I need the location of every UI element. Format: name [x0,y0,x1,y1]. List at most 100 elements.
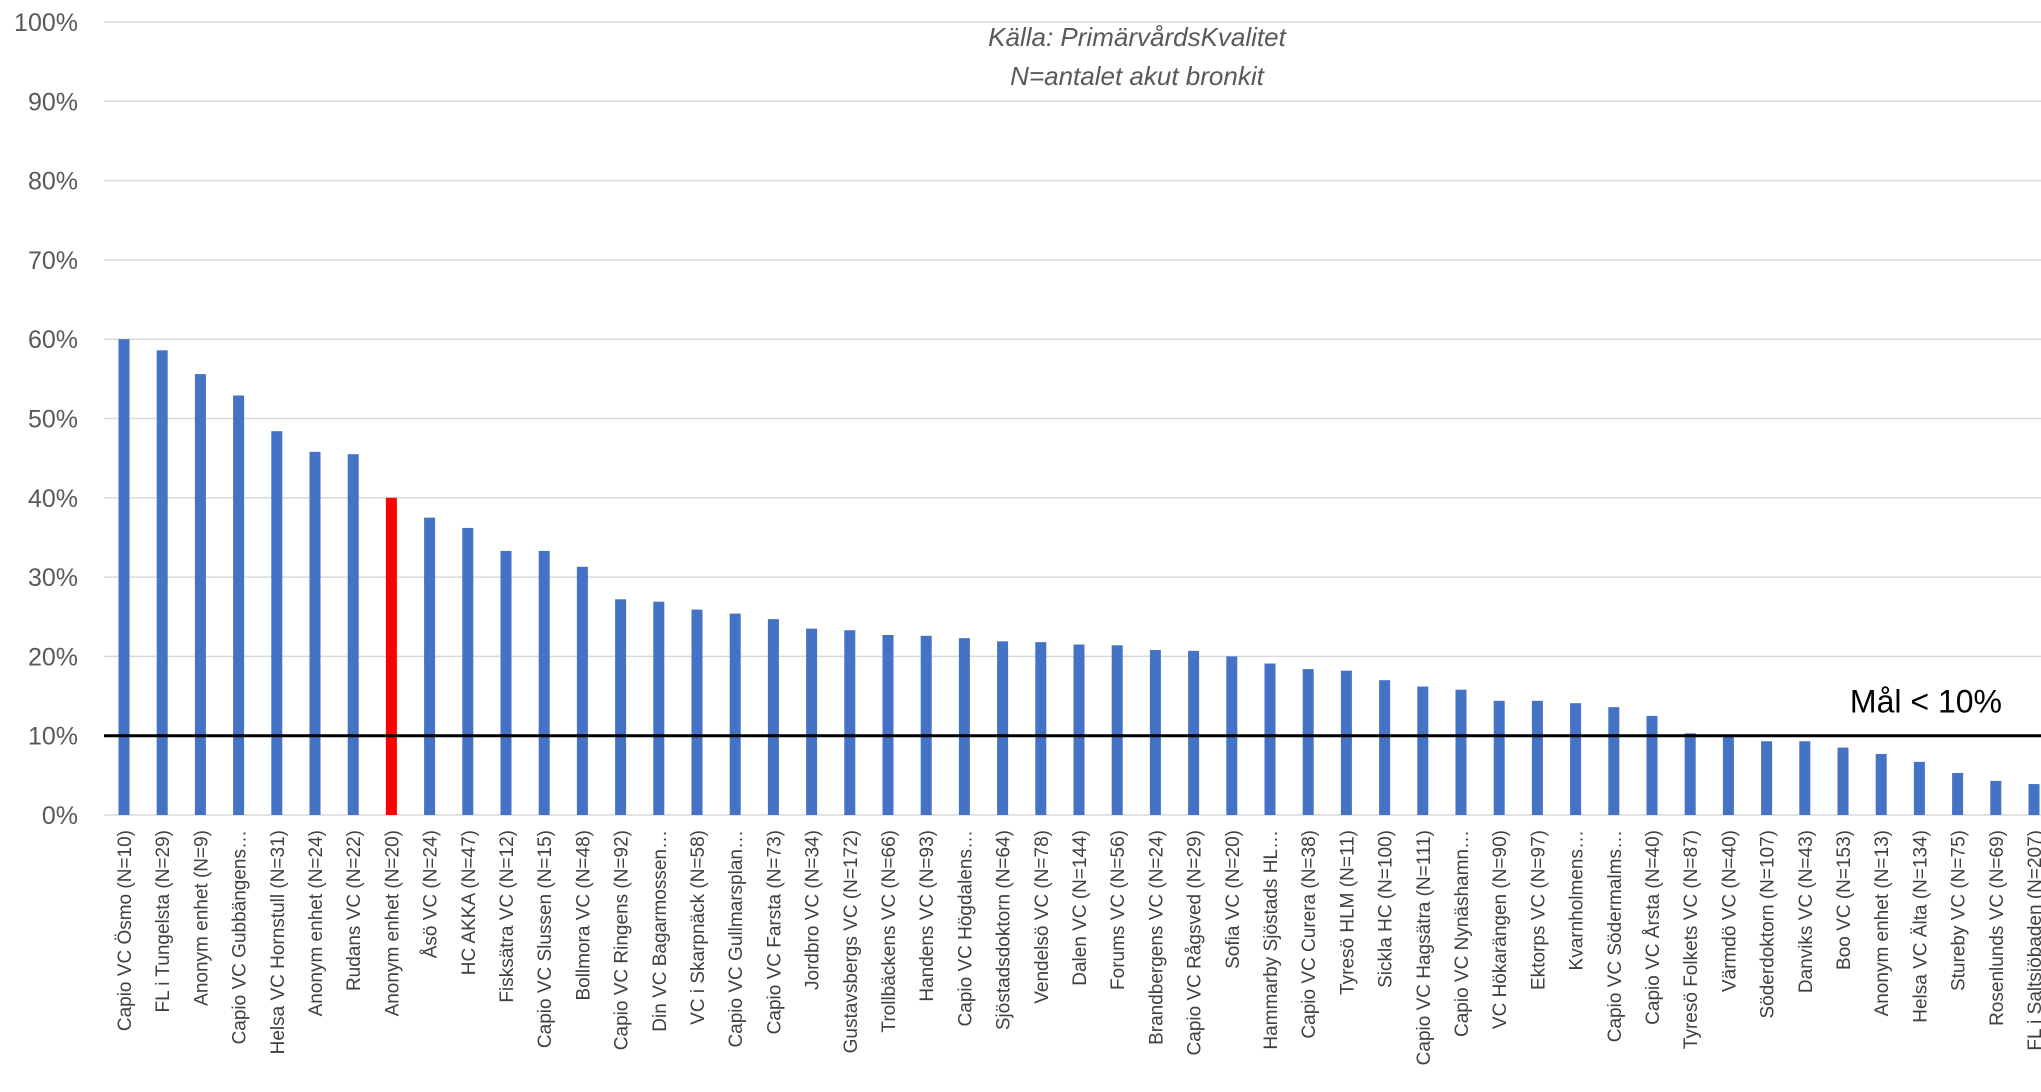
x-tick-label: Brandbergens VC (N=24) [1146,830,1167,1045]
x-tick-label: Anonym enhet (N=13) [1872,830,1893,1016]
x-tick-label: Danviks VC (N=43) [1796,830,1817,993]
y-tick-label: 80% [28,168,78,196]
y-tick-label: 30% [28,564,78,592]
y-tick-label: 20% [28,643,78,671]
bar [1111,645,1123,815]
x-tick-label: Anonym enhet (N=24) [306,830,327,1016]
x-tick-label: Tyresö HLM (N=11) [1337,830,1358,995]
bar [271,431,283,815]
x-tick-label: Rosenlunds VC (N=69) [1987,830,2008,1026]
bar [156,350,168,815]
x-tick-label: Fisksätra VC (N=12) [497,830,518,1003]
x-tick-label: Anonym enhet (N=20) [382,830,403,1016]
bar [424,517,436,815]
bar [1264,663,1276,815]
bar [1875,753,1887,815]
chart-title: 2020 [1086,0,1188,8]
x-tick-label: Stureby VC (N=75) [1949,830,1970,991]
bar [882,634,894,815]
bar [1417,686,1429,815]
x-tick-label: Capio VC Ringens (N=92) [612,830,633,1050]
bar [1302,669,1314,815]
x-tick-label: Söderdoktorn (N=107) [1758,830,1779,1019]
bar [1913,761,1925,815]
bar [1073,644,1085,815]
bar [615,599,627,815]
bar [958,638,970,815]
bar [233,395,245,815]
bar [1646,715,1658,815]
bar [118,339,130,815]
bar [194,374,206,815]
x-tick-label: Capio VC Årsta (N=40) [1643,830,1664,1025]
x-tick-label: Anonym enhet (N=9) [191,830,212,1006]
bar [767,619,779,815]
x-tick-label: Hammarby Sjöstads HL… [1261,830,1282,1050]
bar [347,454,359,815]
x-tick-label: Jordbro VC (N=34) [803,830,824,990]
x-tick-label: Capio VC Nynäshamn… [1452,830,1473,1037]
bar [1188,650,1200,815]
bar [653,601,665,815]
x-tick-label: Tyresö Folkets VC (N=87) [1681,830,1702,1049]
bar [1379,680,1391,815]
x-tick-label: Capio VC Gullmarsplan… [726,830,747,1048]
x-tick-label: Åsö VC (N=24) [421,830,442,958]
bar [1149,650,1161,815]
bar [1761,741,1773,815]
bar [1722,735,1734,815]
bar [538,550,550,815]
bar [1952,772,1964,815]
x-tick-label: Kvarnholmens… [1567,830,1588,970]
x-tick-label: VC Hökarängen (N=90) [1490,830,1511,1029]
y-tick-label: 10% [28,723,78,751]
x-tick-label: Bollmora VC (N=48) [573,830,594,1001]
bar [385,497,397,815]
bar [1684,733,1696,815]
x-tick-label: Dalen VC (N=144) [1070,830,1091,986]
bar [1035,642,1047,815]
x-tick-label: Sickla HC (N=100) [1376,830,1397,988]
bar [844,630,856,815]
x-tick-label: HC AKKA (N=47) [459,830,480,975]
bar [462,527,474,815]
x-tick-label: Sjöstadsdoktorn (N=64) [994,830,1015,1030]
x-tick-label: Rudans VC (N=22) [344,830,365,991]
x-tick-label: Sofia VC (N=20) [1223,830,1244,969]
x-tick-label: Boo VC (N=153) [1834,830,1855,970]
x-tick-label: Capio VC Curera (N=38) [1299,830,1320,1039]
y-tick-label: 90% [28,88,78,116]
x-tick-label: FL i Saltsjöbaden (N=207) [2025,830,2041,1051]
x-tick-label: Ektorps VC (N=97) [1528,830,1549,990]
bar [920,635,932,815]
x-tick-label: Värmdö VC (N=40) [1719,830,1740,992]
x-tick-label: Gustavsbergs VC (N=172) [841,830,862,1053]
bar [729,613,741,815]
chart-subtitle-n: N=antalet akut bronkit [1010,61,1265,91]
x-tick-label: Capio VC Slussen (N=15) [535,830,556,1048]
bar [2028,784,2040,815]
x-tick-label: Capio VC Farsta (N=73) [764,830,785,1034]
y-tick-label: 0% [42,802,78,830]
bar [500,550,512,815]
x-tick-label: Capio VC Södermalms… [1605,830,1626,1042]
y-tick-label: 100% [14,9,78,37]
x-tick-label: Capio VC Rågsved (N=29) [1185,830,1206,1055]
y-tick-label: 40% [28,485,78,513]
x-tick-label: Trollbäckens VC (N=66) [879,830,900,1033]
bar [1990,780,2002,815]
chart-header: 2020 Källa: PrimärvårdsKvalitet N=antale… [988,0,1287,91]
bar [1799,741,1811,815]
x-tick-label: Forums VC (N=56) [1108,830,1129,990]
bars [118,339,2040,815]
x-tick-label: Helsa VC Älta (N=134) [1910,830,1931,1023]
bar [1837,747,1849,815]
y-tick-label: 50% [28,406,78,434]
bar [997,641,1009,815]
x-tick-label: Helsa VC Hornstull (N=31) [268,830,289,1054]
x-tick-label: Handens VC (N=93) [917,830,938,1002]
x-axis-ticks: Capio VC Ösmo (N=10) FL i Tungelsta (N=29… [115,830,2041,1065]
goal-label: Mål < 10% [1850,684,2002,720]
bar [1455,689,1467,815]
